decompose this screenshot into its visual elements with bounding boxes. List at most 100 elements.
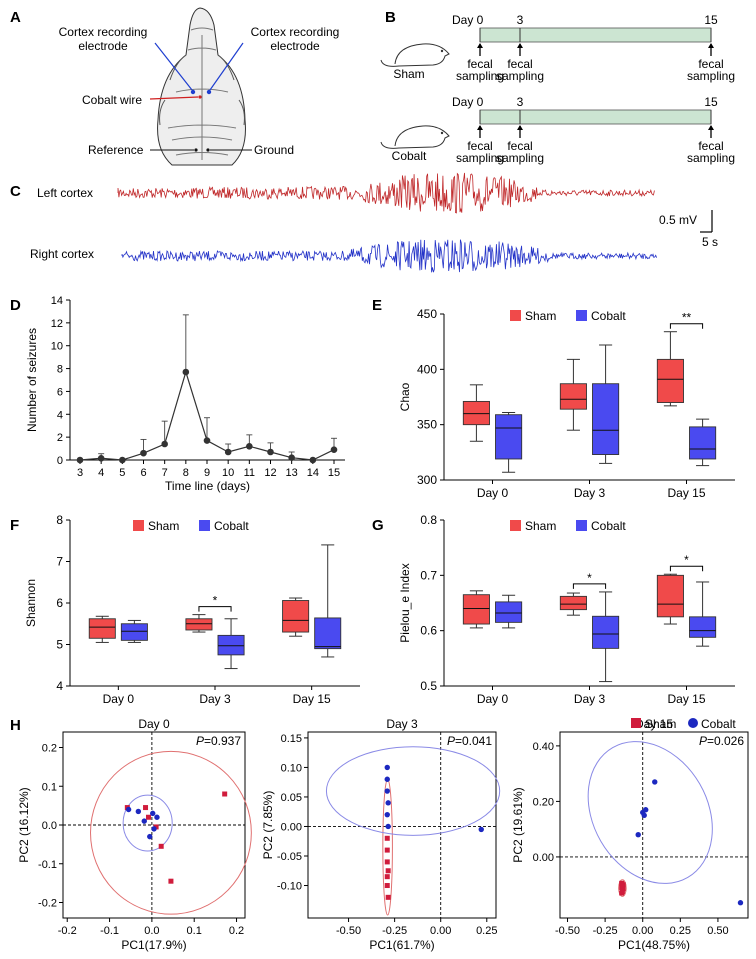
significance-mark: * [684,553,689,567]
plot-title: Day 15 [635,717,673,731]
y-tick-label: 2 [57,432,63,444]
x-tick-label: 5 [119,467,125,479]
arrow-head [708,43,714,48]
y-axis-title: Pielou_e Index [398,563,412,642]
y-tick-label: -0.2 [38,898,57,910]
sham-point [153,824,159,830]
legend-sham-square [631,718,641,728]
p-value-number: =0.937 [204,734,241,748]
x-axis-title: PC1(17.9%) [121,938,186,952]
sampling-label: fecal [467,57,492,71]
y-axis-title: Shannon [24,579,38,627]
cobalt-wire-dot [198,95,202,99]
y-tick-label: 8 [57,364,63,376]
y-tick-label: 0.2 [42,743,57,755]
y-tick-label: 0.0 [42,820,57,832]
sham-point [168,878,174,884]
right-electrode-dot [206,89,212,95]
y-tick-label: 6 [57,386,63,398]
y-axis-title: PC2 (19.61%) [511,787,525,862]
cobalt-point [384,811,390,818]
legend-cobalt-swatch [576,310,587,321]
y-tick-label: 400 [417,362,437,376]
legend-cobalt-label: Cobalt [701,717,736,731]
cobalt-ellipse [325,746,501,836]
sham-ellipse [618,879,627,897]
p-value-number: =0.026 [707,734,744,748]
y-tick-label: 8 [56,513,63,527]
arrow-head [517,43,523,48]
sampling-label: sampling [687,151,735,165]
legend-sham-label: Sham [645,717,676,731]
sampling-label: fecal [507,139,532,153]
ground-dot [206,148,210,152]
sampling-label: fecal [698,57,723,71]
timeline-bar [479,109,712,125]
pielou-boxplot: 0.5 0.6 0.7 0.8 Day 0 Day 3 Day 15 * * Sham Cobalt… [398,513,735,706]
panel-label-d: D [10,297,21,314]
x-tick-label: 7 [162,467,168,479]
x-tick-label: 0.2 [229,925,244,937]
sham-point [145,814,151,820]
legend-sham-swatch [510,310,521,321]
y-tick-label: 0.7 [420,568,437,582]
pca-day15: -0.50 -0.25 0.00 0.25 0.50 0.00 0.20 0.40 Day 15… [511,717,749,952]
cobalt-point [478,826,484,833]
seizure-line-chart: 0 2 4 6 8 10 12 14 3 4 5 6 7 8 9 10 11 12 13 14 15 Time line … [25,295,345,493]
sham-ellipse [382,778,393,916]
y-axis-title: Chao [398,382,412,411]
day-tick-label: 0 [477,13,484,27]
group-label: Sham [393,67,424,81]
cobalt-box [689,426,717,460]
legend-cobalt-label: Cobalt [214,519,249,533]
y-tick-label: 0.00 [281,821,302,833]
x-tick-label: 0.1 [187,925,202,937]
plot-frame [559,731,749,919]
left-electrode-label-1: Cortex recording [59,25,148,39]
sham-point [385,868,391,874]
day-tick-label: 15 [704,13,718,27]
right-cortex-label: Right cortex [30,247,94,261]
arrow-head [477,125,483,130]
sampling-label: fecal [698,139,723,153]
significance-bracket [198,606,232,612]
x-tick-label: 0.00 [430,925,451,937]
right-electrode-label-1: Cortex recording [251,25,340,39]
significance-bracket [572,583,607,589]
day-tick-label: 0 [477,95,484,109]
rat-eye [440,49,444,53]
sham-point [384,874,390,880]
y-tick-label: 5 [56,638,63,652]
y-tick-label: 4 [57,409,63,421]
sham-point [158,843,164,849]
sham-box [656,574,684,618]
cobalt-box [120,623,148,641]
sham-point [384,835,390,841]
chao-boxplot: 300 350 400 450 Day 0 Day 3 Day 15 ** Sham Cobalt… [398,307,735,500]
sampling-label: sampling [687,69,735,83]
sham-box [462,400,490,426]
data-point [76,456,84,464]
cobalt-point [151,826,157,832]
sampling-label: fecal [507,57,532,71]
x-tick-label: 15 [328,467,340,479]
left-electrode-label-2: electrode [78,39,128,53]
y-axis-title: PC2 (16.12%) [17,787,31,862]
cobalt-point [385,823,391,830]
right-cortex-trace [121,239,657,273]
cobalt-point [125,806,132,813]
p-value: P=0.041 [447,734,492,748]
significance-mark: * [587,571,592,585]
timeline-bar [479,27,712,43]
x-tick-label: Day 0 [103,692,135,706]
cobalt-box [592,615,620,649]
legend-cobalt-label: Cobalt [591,519,626,533]
legend-cobalt-label: Cobalt [591,309,626,323]
sham-point [619,890,625,896]
day-tick-label: 3 [517,13,524,27]
legend-sham-swatch [133,520,144,531]
cobalt-box [495,414,523,460]
p-symbol: P [699,734,707,748]
y-tick-label: 0.20 [533,796,554,808]
arrow-head [477,43,483,48]
